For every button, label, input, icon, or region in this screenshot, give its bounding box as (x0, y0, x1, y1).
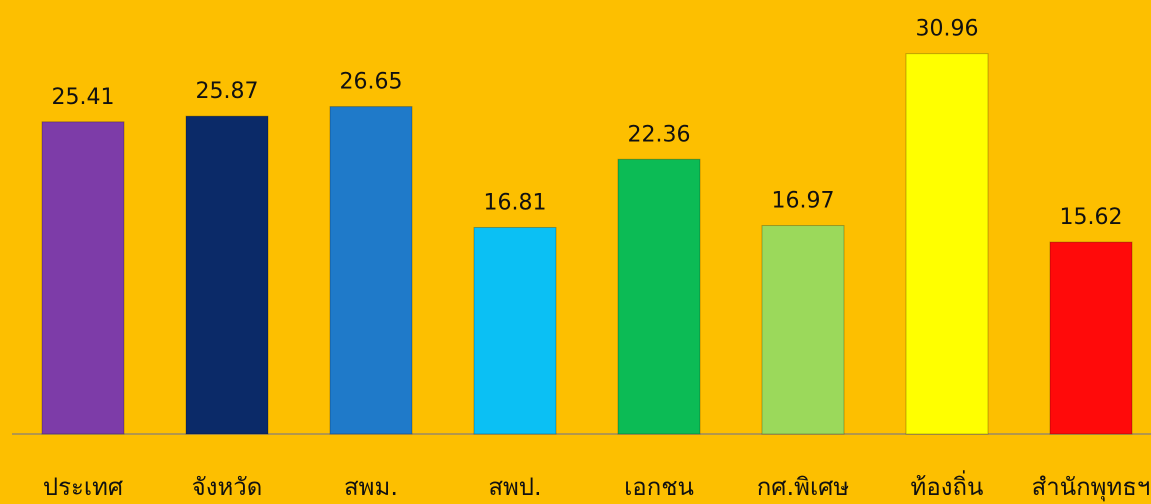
x-tick-label: สำนักพุทธฯ (1032, 473, 1151, 502)
bar (41, 121, 125, 435)
bar (1049, 241, 1133, 435)
x-tick-label: สพม. (344, 473, 398, 501)
bar (185, 115, 269, 435)
value-label: 16.81 (484, 190, 547, 215)
value-label: 25.41 (52, 85, 115, 110)
x-tick-label: จังหวัด (192, 473, 263, 501)
value-label: 22.36 (628, 122, 691, 147)
x-tick-label: ประเทศ (43, 473, 123, 501)
bar (473, 226, 557, 435)
bar (617, 158, 701, 435)
bar (329, 106, 413, 435)
x-tick-label: เอกชน (624, 473, 694, 501)
x-tick-label: ท้องถิ่น (911, 470, 984, 501)
x-tick-label: สพป. (488, 473, 541, 501)
value-label: 26.65 (340, 70, 403, 95)
x-tick-label: กศ.พิเศษ (757, 473, 849, 501)
value-label: 16.97 (772, 189, 835, 214)
value-label: 25.87 (196, 79, 259, 104)
value-label: 30.96 (916, 17, 979, 42)
bar (761, 225, 845, 435)
value-label: 15.62 (1060, 205, 1123, 230)
bar (905, 53, 989, 435)
